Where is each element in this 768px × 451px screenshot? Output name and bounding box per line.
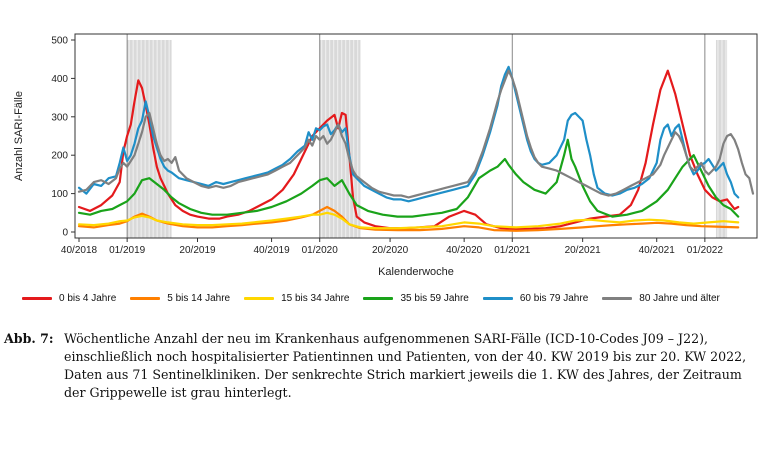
legend-item: 35 bis 59 Jahre [363,293,469,304]
legend-label: 15 bis 34 Jahre [281,293,350,304]
legend-swatch [363,297,394,300]
series-line-6 [77,69,755,199]
x-tick-label: 20/2021 [565,245,602,256]
series-lines [77,65,755,232]
x-tick-label: 40/2020 [446,245,483,256]
x-tick-label: 20/2019 [179,245,216,256]
x-tick-label: 40/2019 [253,245,290,256]
series-line-4 [77,138,740,218]
legend-label: 80 Jahre und älter [639,293,720,304]
y-tick-label: 300 [51,112,68,123]
x-tick-label: 01/2021 [494,245,531,256]
legend-item: 0 bis 4 Jahre [22,293,116,304]
x-tick-label: 20/2020 [372,245,409,256]
series-line-3 [77,211,740,230]
legend-item: 15 bis 34 Jahre [244,293,349,304]
legend-item: 80 Jahre und älter [602,293,720,304]
year-start-lines [126,34,706,238]
y-tick-label: 400 [51,74,68,85]
x-tick-label: 01/2022 [687,245,724,256]
legend-swatch [244,297,275,300]
legend-label: 35 bis 59 Jahre [400,293,469,304]
caption-label: Abb. 7: [4,331,54,346]
x-tick-label: 40/2021 [639,245,676,256]
chart-legend: 0 bis 4 Jahre 5 bis 14 Jahre 15 bis 34 Jah… [22,293,766,304]
figure-caption: Abb. 7: Wöchentliche Anzahl der neu im K… [4,330,764,402]
legend-swatch [482,297,513,300]
x-tick-label: 40/2018 [61,245,98,256]
legend-swatch [602,297,633,300]
caption-text: Wöchentliche Anzahl der neu im Krankenha… [64,331,747,400]
legend-label: 0 bis 4 Jahre [59,293,117,304]
legend-swatch [130,297,161,300]
plot-frame [74,33,758,239]
legend-label: 5 bis 14 Jahre [167,293,231,304]
series-line-1 [77,69,740,230]
y-axis-ticks: 0 100 200 300 400 500 [51,36,75,239]
flu-season-shading [127,40,728,238]
legend-swatch [22,297,52,300]
x-axis-ticks: 40/2018 01/2019 20/2019 40/2019 01/2020 20/20… [61,238,723,256]
legend-item: 60 bis 79 Jahre [482,293,589,304]
legend-item: 5 bis 14 Jahre [130,293,230,304]
legend-label: 60 bis 79 Jahre [519,293,589,304]
y-axis-title: Anzahl SARI-Fälle [13,91,25,181]
y-tick-label: 100 [51,189,68,200]
y-tick-label: 500 [51,36,68,47]
x-tick-label: 01/2020 [302,245,339,256]
series-line-5 [77,65,740,203]
x-axis-title: Kalenderwoche [378,266,454,278]
y-tick-label: 200 [51,151,68,162]
y-tick-label: 0 [62,228,68,239]
x-tick-label: 01/2019 [109,245,146,256]
